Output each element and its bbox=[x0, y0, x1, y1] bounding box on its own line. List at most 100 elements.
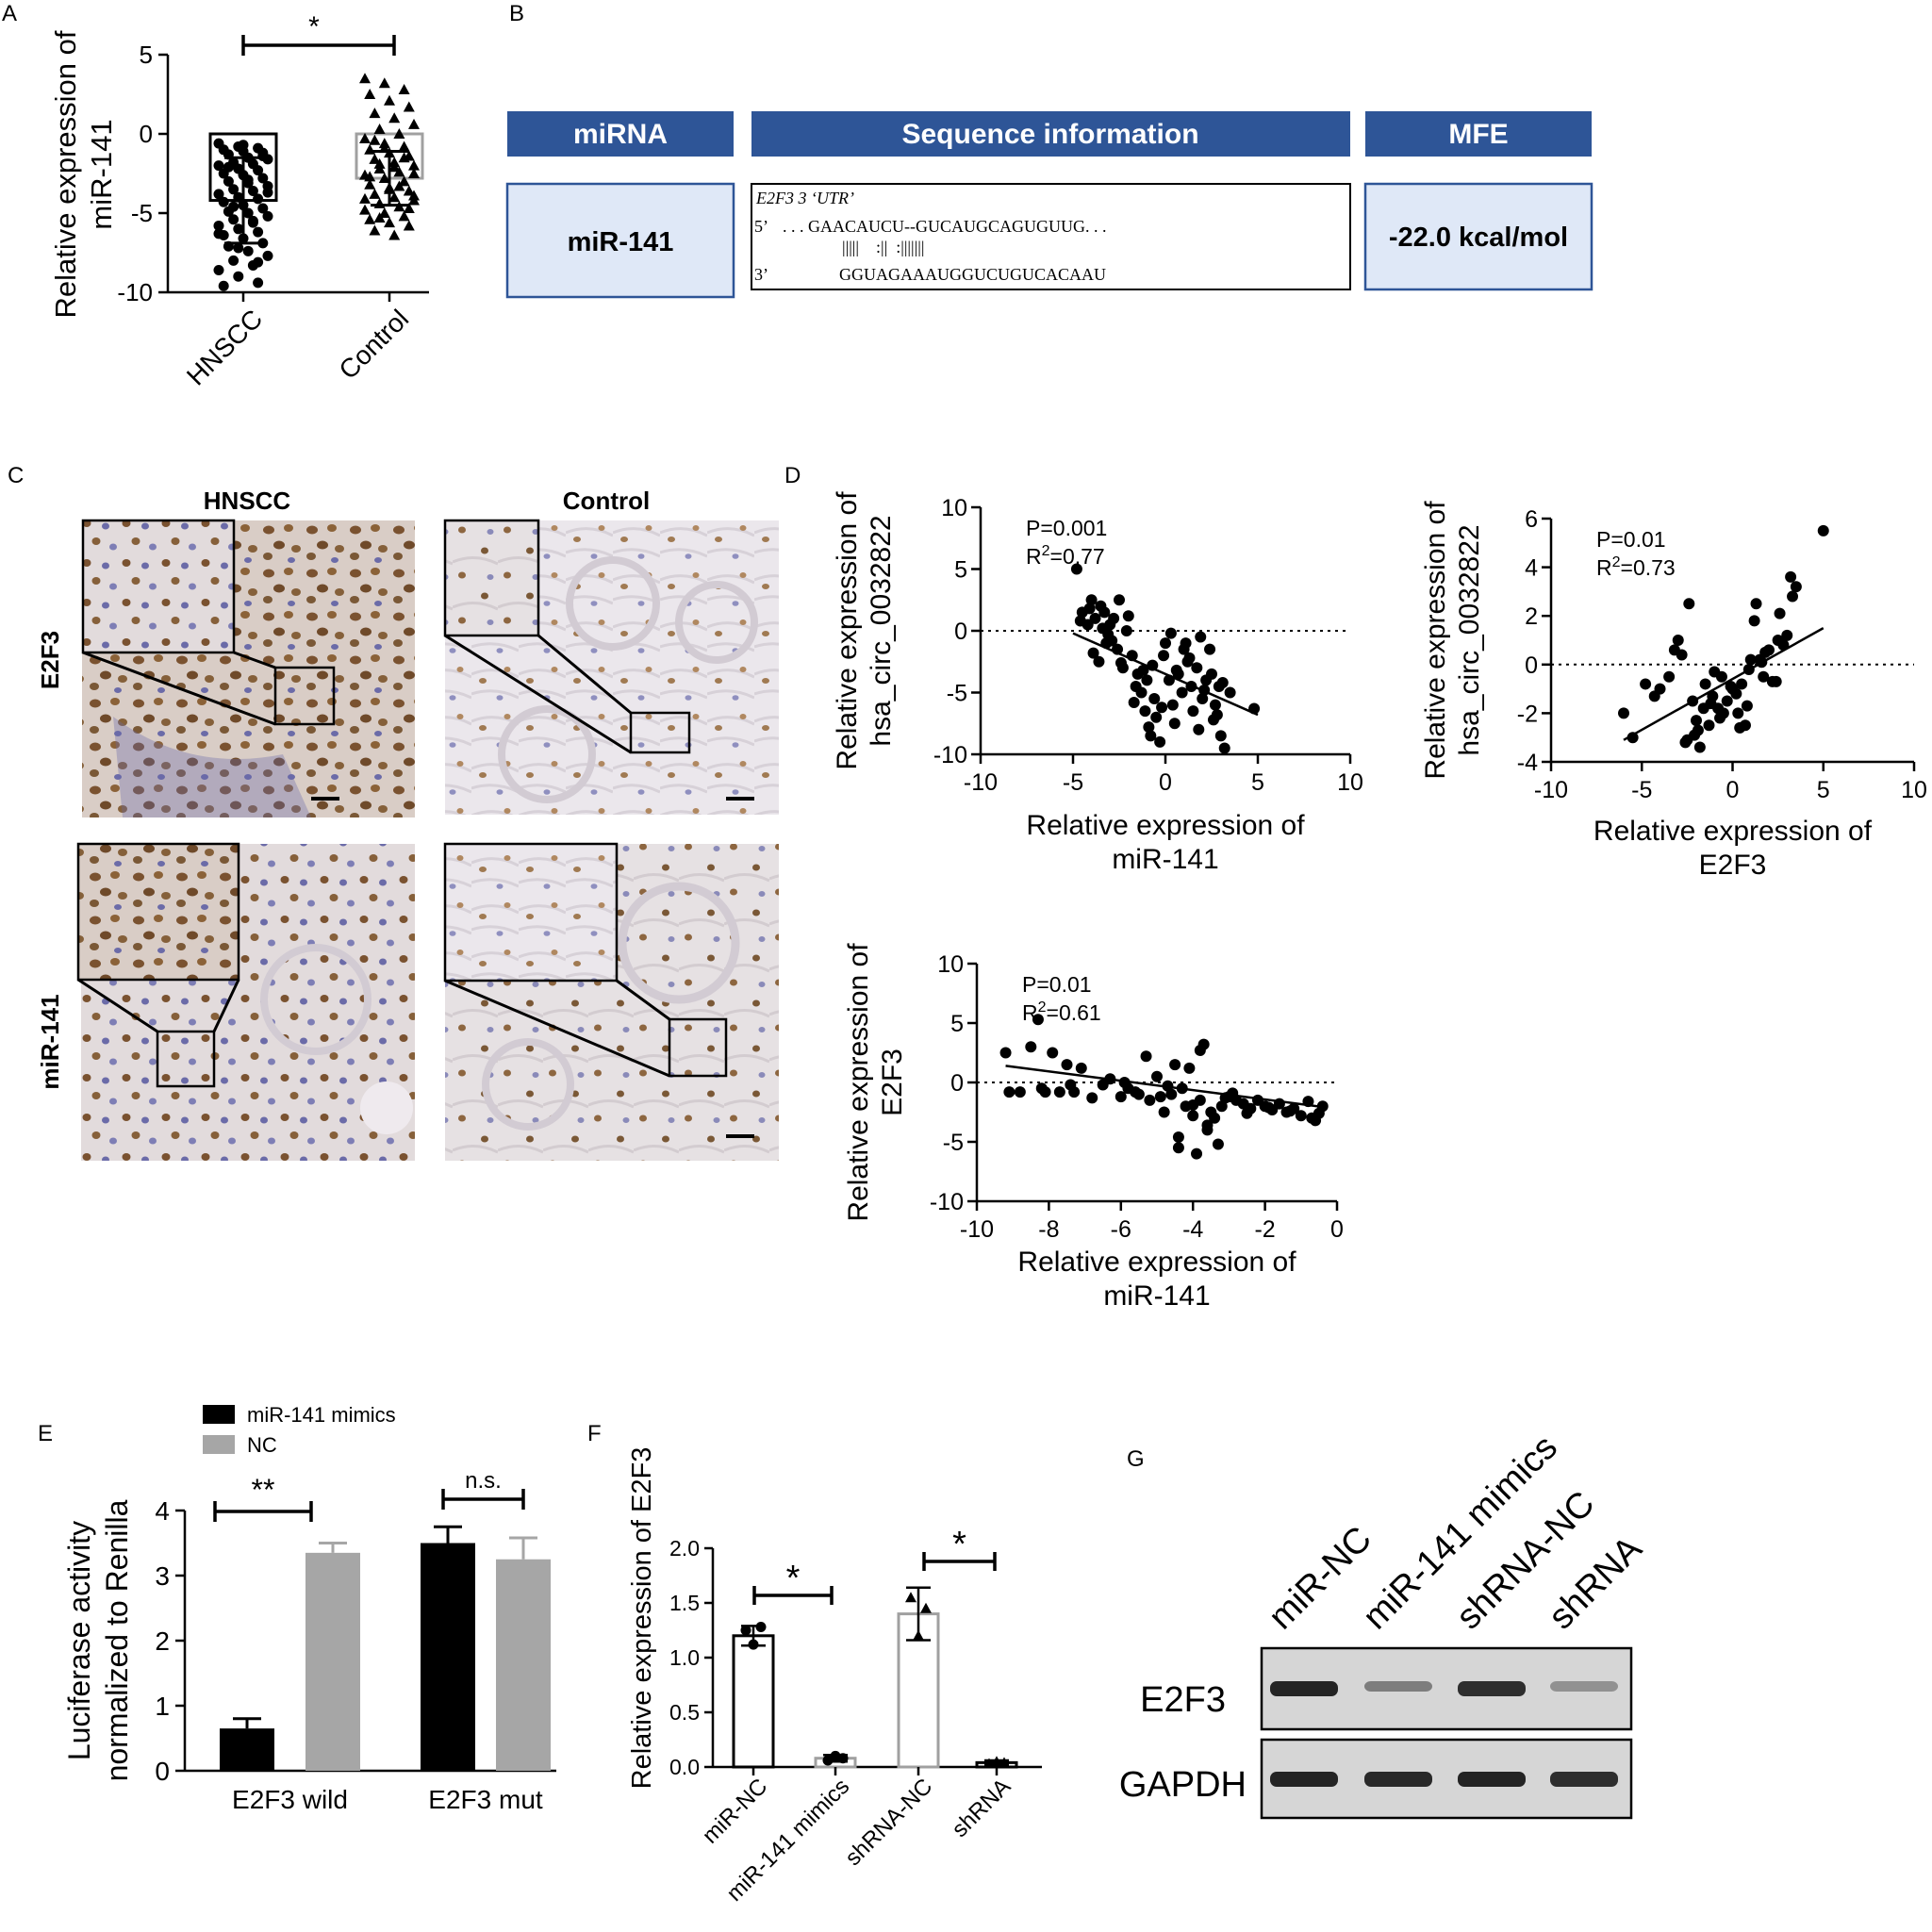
data-point bbox=[1758, 670, 1770, 683]
header-sequence: Sequence information bbox=[901, 119, 1198, 150]
data-point bbox=[369, 188, 381, 199]
x-tick-label: -5 bbox=[1063, 769, 1083, 796]
blot-row-label-gapdh: GAPDH bbox=[1119, 1765, 1247, 1805]
y-tick-label: 4 bbox=[155, 1496, 170, 1526]
y-tick-label: 2 bbox=[155, 1627, 170, 1656]
data-point bbox=[1692, 724, 1704, 736]
data-point bbox=[213, 220, 224, 231]
legend-label: NC bbox=[247, 1433, 277, 1457]
x-tick-label: -8 bbox=[1038, 1216, 1059, 1243]
legend-label: miR-141 mimics bbox=[247, 1403, 396, 1427]
data-point bbox=[1183, 652, 1196, 664]
panel-letter-d: D bbox=[784, 463, 801, 488]
stat-p-value: P=0.001 bbox=[1026, 516, 1107, 540]
panel-letter-e: E bbox=[38, 1421, 53, 1446]
band-gapdh bbox=[1364, 1772, 1432, 1787]
data-point bbox=[213, 160, 224, 172]
data-point bbox=[1313, 1107, 1325, 1119]
data-point bbox=[1097, 622, 1109, 635]
data-point bbox=[218, 196, 229, 207]
sequence-5-prime: 5’ bbox=[754, 217, 768, 236]
data-point bbox=[398, 175, 410, 187]
mfe-cell bbox=[1363, 182, 1593, 291]
data-point bbox=[1187, 1098, 1199, 1111]
data-point bbox=[384, 217, 395, 228]
data-point bbox=[1150, 711, 1163, 723]
data-point bbox=[1705, 698, 1717, 710]
data-point bbox=[1047, 1047, 1059, 1059]
data-point bbox=[1135, 686, 1148, 699]
data-point bbox=[1061, 1059, 1073, 1071]
data-point bbox=[1085, 594, 1098, 606]
data-point bbox=[262, 210, 273, 222]
data-point bbox=[1206, 668, 1217, 680]
data-point bbox=[1750, 598, 1762, 610]
x-axis-label: Relative expression of bbox=[1593, 816, 1873, 847]
panel-letter-g: G bbox=[1127, 1446, 1145, 1472]
data-point bbox=[373, 197, 386, 208]
data-point bbox=[398, 152, 410, 163]
data-point bbox=[242, 207, 254, 219]
blot-row-label-e2f3: E2F3 bbox=[1140, 1680, 1226, 1720]
data-point bbox=[257, 203, 269, 214]
data-point bbox=[378, 173, 390, 184]
mirna-cell bbox=[505, 182, 735, 299]
data-point bbox=[213, 189, 224, 200]
x-tick-label: shRNA bbox=[947, 1774, 1016, 1842]
data-point bbox=[398, 140, 410, 152]
data-point bbox=[1683, 598, 1695, 610]
y-tick-label: 0.5 bbox=[669, 1700, 700, 1725]
x-tick-label: 5 bbox=[1817, 777, 1830, 803]
y-axis-label: Relative expression of bbox=[49, 30, 82, 318]
data-point bbox=[384, 94, 395, 106]
data-point bbox=[1143, 721, 1155, 734]
significance-mark: ** bbox=[252, 1473, 275, 1507]
ihc-image-hnscc-e2f3 bbox=[81, 519, 415, 817]
data-point bbox=[1715, 670, 1727, 683]
data-point bbox=[1216, 677, 1229, 689]
panel-c-ihc: HNSCC Control E2F3 miR-141 bbox=[36, 487, 779, 1161]
data-point bbox=[247, 215, 258, 226]
data-point bbox=[1144, 1094, 1156, 1106]
data-point bbox=[1699, 678, 1711, 690]
data-point bbox=[1083, 603, 1096, 615]
data-point bbox=[1218, 742, 1230, 754]
data-point bbox=[1151, 1070, 1163, 1082]
y-tick-label: -2 bbox=[1517, 701, 1538, 727]
ihc-row-label-e2f3: E2F3 bbox=[36, 631, 64, 689]
data-point bbox=[408, 118, 420, 129]
data-point bbox=[1721, 695, 1733, 707]
y-axis-label: hsa_circ_0032822 bbox=[1454, 524, 1485, 755]
data-point bbox=[748, 1639, 759, 1650]
data-point bbox=[388, 161, 401, 173]
data-point bbox=[1640, 678, 1652, 690]
stat-p-value: P=0.01 bbox=[1022, 972, 1092, 997]
x-axis-label: Relative expression of bbox=[1017, 1247, 1296, 1278]
y-axis-label: Relative expression of bbox=[843, 943, 874, 1222]
panel-b-table: miRNA Sequence information MFE miR-141 -… bbox=[505, 111, 1593, 299]
data-point bbox=[233, 271, 244, 282]
y-tick-label: -4 bbox=[1517, 750, 1538, 776]
data-point bbox=[1086, 1092, 1098, 1104]
data-point bbox=[1187, 1110, 1199, 1122]
data-point bbox=[1070, 563, 1082, 575]
data-point bbox=[369, 134, 381, 145]
ihc-col-label-hnscc: HNSCC bbox=[204, 487, 291, 515]
data-point bbox=[1176, 686, 1188, 699]
stat-r-squared: R2=0.77 bbox=[1026, 543, 1105, 569]
data-point bbox=[1108, 612, 1120, 624]
x-tick-label: 0 bbox=[1726, 777, 1740, 803]
data-point bbox=[233, 242, 244, 254]
mfe-value: -22.0 kcal/mol bbox=[1389, 223, 1568, 253]
data-point bbox=[253, 277, 264, 289]
panel-letter-c: C bbox=[8, 463, 24, 488]
data-point bbox=[253, 165, 264, 176]
data-point bbox=[242, 174, 254, 186]
data-point bbox=[398, 210, 410, 222]
data-point bbox=[1106, 635, 1118, 647]
data-point bbox=[257, 151, 269, 162]
data-point bbox=[1115, 1091, 1127, 1103]
band-gapdh bbox=[1550, 1772, 1618, 1787]
